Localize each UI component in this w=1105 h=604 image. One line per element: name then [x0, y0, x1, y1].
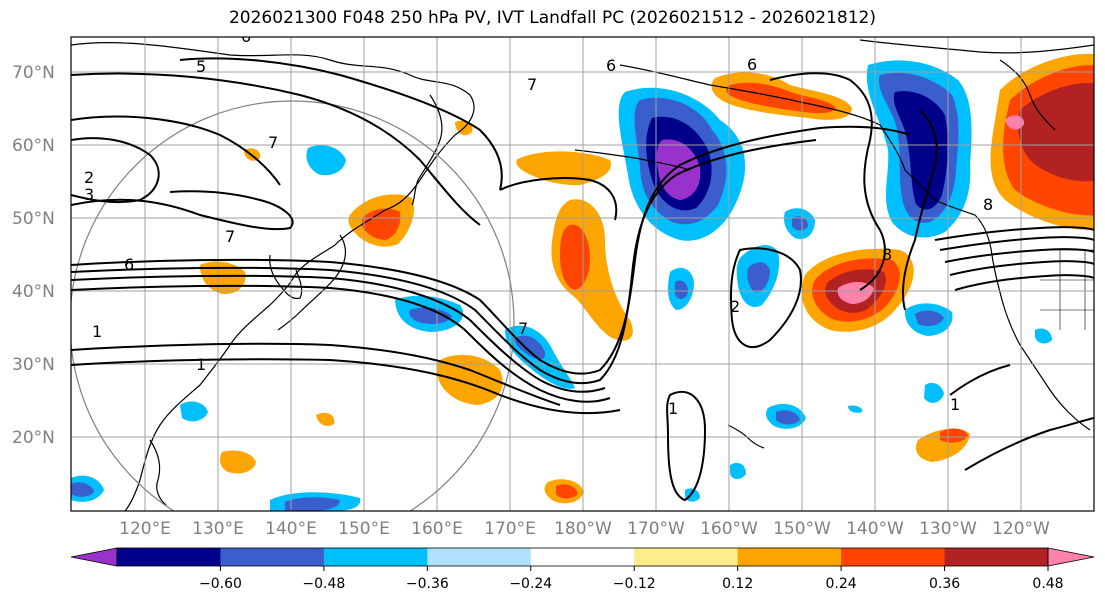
- coast-asia-north: [71, 42, 475, 211]
- contour-label: 6: [606, 56, 616, 75]
- contour-label: 7: [225, 227, 235, 246]
- contour-label: 1: [950, 395, 960, 414]
- colorbar: −0.60 −0.48 −0.36 −0.24 −0.12 0.12 0.24 0.36 0.4…: [70, 547, 1095, 592]
- coast-canada-islands: [999, 59, 1056, 131]
- coast-arctic: [859, 39, 1094, 54]
- coast-alaska: [619, 64, 976, 216]
- colorbar-tick-label: 0.36: [929, 576, 960, 592]
- colorbar-segment: [220, 548, 325, 566]
- lon-label: 160°E: [411, 519, 463, 539]
- coast-kamchatka: [411, 94, 443, 206]
- contour-labels: 6 5 7 2 3 6 7 6 1 1 7 7 2 1 6 8 8 1: [84, 27, 993, 418]
- lon-label: 170°W: [627, 519, 685, 539]
- colorbar-segment: [944, 548, 1049, 566]
- lat-label: 60°N: [12, 136, 55, 156]
- contour-label: 7: [268, 133, 278, 152]
- colorbar-extend-max: [1047, 547, 1095, 567]
- contour-label: 3: [84, 185, 94, 204]
- map-title: 2026021300 F048 250 hPa PV, IVT Landfall…: [228, 8, 876, 28]
- colorbar-segment: [323, 548, 428, 566]
- latitude-labels: 70°N 60°N 50°N 40°N 30°N 20°N: [12, 63, 55, 448]
- colorbar-frame: [116, 547, 1049, 567]
- pc-shading: [71, 53, 1094, 511]
- lon-label: 180°W: [554, 519, 612, 539]
- colorbar-tick-label: −0.48: [302, 576, 345, 592]
- colorbar-tick-label: −0.24: [509, 576, 552, 592]
- colorbar-segment: [634, 548, 739, 566]
- colorbar-tick-label: 0.12: [722, 576, 753, 592]
- contour-label: 1: [92, 322, 102, 341]
- lon-label: 130°W: [919, 519, 977, 539]
- colorbar-tick-label: −0.36: [406, 576, 449, 592]
- coast-north-america: [974, 214, 1091, 431]
- contour-label: 2: [730, 297, 740, 316]
- lon-label: 140°W: [846, 519, 904, 539]
- map-frame: [70, 36, 1095, 512]
- contour-label: 8: [882, 245, 892, 264]
- contour-label: 8: [983, 195, 993, 214]
- lat-label: 50°N: [12, 209, 55, 229]
- longitude-labels: 120°E 130°E 140°E 150°E 160°E 170°E 180°…: [119, 519, 1050, 539]
- negative-anomaly-pacific-nw: [866, 60, 972, 238]
- colorbar-segment: [530, 548, 635, 566]
- colorbar-tick-label: −0.60: [199, 576, 242, 592]
- colorbar-tick-label: 0.24: [826, 576, 857, 592]
- colorbar-segment: [427, 548, 532, 566]
- colorbar-segments: [70, 547, 1095, 567]
- colorbar-tick-label: 0.48: [1032, 576, 1063, 592]
- colorbar-segment: [737, 548, 842, 566]
- lon-label: 160°W: [700, 519, 758, 539]
- lon-label: 120°E: [119, 519, 171, 539]
- contour-label: 6: [241, 27, 251, 46]
- range-circle: [71, 100, 515, 511]
- pv-contours: [71, 57, 1094, 502]
- lon-label: 140°E: [265, 519, 317, 539]
- lat-label: 70°N: [12, 63, 55, 83]
- lon-label: 150°E: [338, 519, 390, 539]
- contour-label: 1: [196, 355, 206, 374]
- contour-label: 7: [527, 75, 537, 94]
- lat-label: 40°N: [12, 282, 55, 302]
- coast-hawaii: [727, 424, 765, 449]
- contour-label: 5: [196, 57, 206, 76]
- coast-alaska-aleutians: [574, 149, 691, 171]
- lat-label: 20°N: [12, 428, 55, 448]
- contour-label: 1: [668, 399, 678, 418]
- map-panel: 6 5 7 2 3 6 7 6 1 1 7 7 2 1 6 8 8 1: [71, 27, 1094, 511]
- colorbar-ticks: −0.60 −0.48 −0.36 −0.24 −0.12 0.12 0.24 0.36 0.4…: [199, 566, 1064, 592]
- colorbar-tick-label: −0.12: [613, 576, 656, 592]
- coast-philippines: [149, 439, 167, 506]
- contour-label: 6: [747, 55, 757, 74]
- coast-japan: [277, 234, 347, 331]
- colorbar-extend-min: [70, 547, 118, 567]
- lon-label: 150°W: [773, 519, 831, 539]
- lon-label: 120°W: [992, 519, 1050, 539]
- contour-label: 7: [518, 319, 528, 338]
- lon-label: 170°E: [484, 519, 536, 539]
- lat-label: 30°N: [12, 355, 55, 375]
- positive-anomaly-canada: [990, 53, 1094, 231]
- colorbar-segment: [841, 548, 946, 566]
- contour-label: 6: [124, 255, 134, 274]
- lon-label: 130°E: [192, 519, 244, 539]
- positive-anomaly-japan: [200, 120, 503, 474]
- contour-label: 2: [84, 168, 94, 187]
- colorbar-segment: [117, 548, 221, 566]
